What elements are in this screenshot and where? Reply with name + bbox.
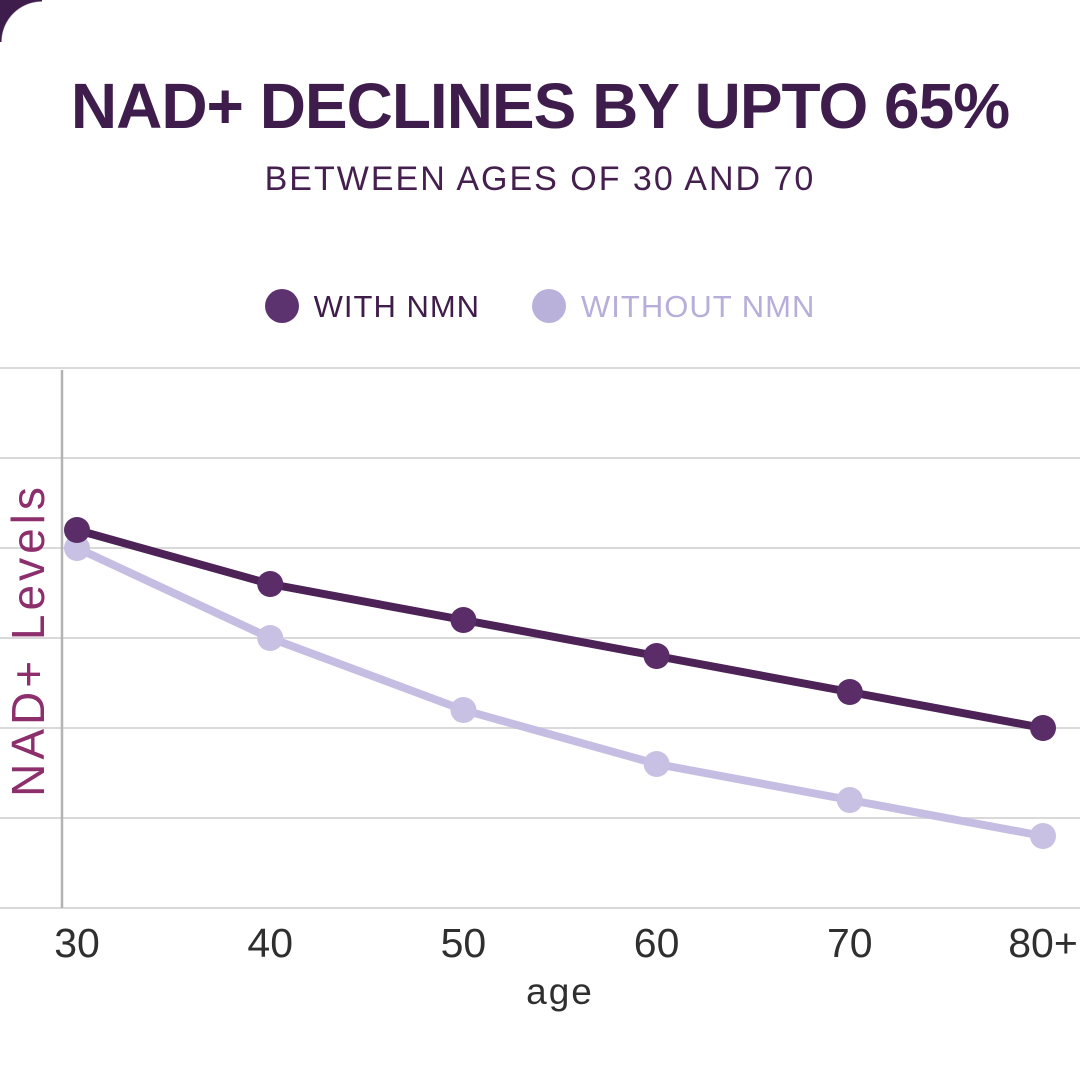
data-point-without-nmn-30 xyxy=(64,535,90,561)
data-point-without-nmn-80- xyxy=(1030,823,1056,849)
data-point-without-nmn-50 xyxy=(450,697,477,723)
data-point-without-nmn-60 xyxy=(643,751,670,777)
without-nmn-swatch-icon xyxy=(532,289,567,323)
x-tick-label-30: 30 xyxy=(54,920,100,966)
y-axis-label: NAD+ Levels xyxy=(2,483,54,797)
page-title: NAD+ DECLINES BY UPTO 65% xyxy=(70,70,1010,142)
series-line-without-nmn xyxy=(73,544,1047,840)
legend-item-with-nmn: WITH NMN xyxy=(264,288,481,324)
data-point-with-nmn-40 xyxy=(257,571,284,597)
x-tick-label-60: 60 xyxy=(634,920,680,966)
x-tick-label-40: 40 xyxy=(247,920,293,966)
x-axis-label: age xyxy=(526,971,594,1012)
data-point-with-nmn-80- xyxy=(1030,715,1056,741)
with-nmn-swatch-icon xyxy=(264,289,299,323)
series-line-with-nmn xyxy=(73,526,1047,732)
legend-label-without-nmn: WITHOUT NMN xyxy=(581,288,816,324)
page-subtitle: BETWEEN AGES OF 30 AND 70 xyxy=(264,160,816,198)
corner-decoration xyxy=(0,0,42,42)
data-point-without-nmn-40 xyxy=(257,625,284,651)
data-point-without-nmn-70 xyxy=(836,787,863,813)
x-tick-label-50: 50 xyxy=(441,920,487,966)
x-tick-label-80-: 80+ xyxy=(1008,920,1078,966)
data-point-with-nmn-50 xyxy=(450,607,477,633)
data-point-with-nmn-60 xyxy=(643,643,670,669)
legend-label-with-nmn: WITH NMN xyxy=(313,288,481,324)
data-point-with-nmn-30 xyxy=(64,517,90,543)
x-tick-label-70: 70 xyxy=(827,920,873,966)
legend-item-without-nmn: WITHOUT NMN xyxy=(532,289,815,323)
chart-legend: WITH NMN WITHOUT NMN xyxy=(0,283,1080,329)
data-point-with-nmn-70 xyxy=(836,679,863,705)
